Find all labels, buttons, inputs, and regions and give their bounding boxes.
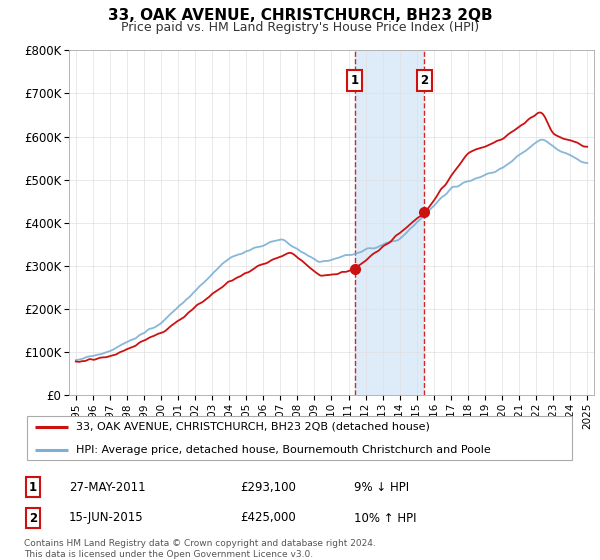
Text: 33, OAK AVENUE, CHRISTCHURCH, BH23 2QB: 33, OAK AVENUE, CHRISTCHURCH, BH23 2QB [107,8,493,24]
Text: 15-JUN-2015: 15-JUN-2015 [69,511,143,525]
Text: 1: 1 [29,480,37,494]
Text: Price paid vs. HM Land Registry's House Price Index (HPI): Price paid vs. HM Land Registry's House … [121,21,479,34]
Text: £293,100: £293,100 [240,480,296,494]
Text: 1: 1 [351,74,359,87]
FancyBboxPatch shape [27,416,572,460]
Text: £425,000: £425,000 [240,511,296,525]
Bar [355,50,424,395]
Text: Contains HM Land Registry data © Crown copyright and database right 2024.
This d: Contains HM Land Registry data © Crown c… [24,539,376,559]
Text: 10% ↑ HPI: 10% ↑ HPI [354,511,416,525]
Text: 2: 2 [29,511,37,525]
Text: 33, OAK AVENUE, CHRISTCHURCH, BH23 2QB (detached house): 33, OAK AVENUE, CHRISTCHURCH, BH23 2QB (… [76,422,430,432]
Text: 2: 2 [421,74,428,87]
Text: 9% ↓ HPI: 9% ↓ HPI [354,480,409,494]
Text: HPI: Average price, detached house, Bournemouth Christchurch and Poole: HPI: Average price, detached house, Bour… [76,445,491,455]
Text: 27-MAY-2011: 27-MAY-2011 [69,480,146,494]
